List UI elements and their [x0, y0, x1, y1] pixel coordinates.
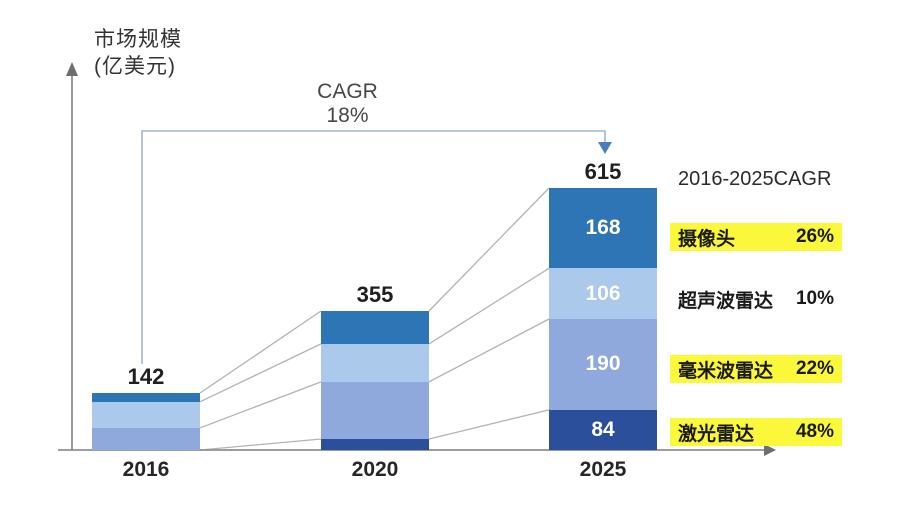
- bar-segment-2020-超声波雷达: [321, 343, 429, 382]
- legend-row-毫米波雷达: 毫米波雷达 22%: [670, 355, 842, 383]
- legend-header: 2016-2025CAGR: [678, 168, 832, 190]
- legend-row-cagr-value: 22%: [795, 358, 834, 379]
- segment-value-label: 106: [585, 281, 621, 305]
- x-axis-category-label-2025: 2025: [579, 458, 627, 481]
- segment-value-label: 84: [591, 417, 615, 441]
- y-axis-title-line1: 市场规模: [94, 28, 182, 51]
- cagr-annotation: CAGR 18%: [295, 80, 400, 128]
- bar-total-label-2020: 355: [356, 282, 394, 307]
- bar-segment-2025-摄像头: 168: [549, 188, 657, 269]
- cagr-bracket-line: [141, 130, 606, 364]
- stacked-bar-2020: [321, 311, 429, 450]
- y-axis-title-line2: (亿美元): [94, 55, 176, 78]
- connector-line: [199, 343, 322, 403]
- stacked-bar-2025: 168 106 190 84: [549, 188, 657, 450]
- legend-row-label: 激光雷达: [678, 423, 755, 445]
- connector-line: [428, 187, 550, 312]
- connector-line: [428, 409, 550, 440]
- bar-segment-2020-激光雷达: [321, 439, 429, 450]
- bar-segment-2016-毫米波雷达: [92, 427, 200, 450]
- y-axis-title: 市场规模 (亿美元): [94, 26, 182, 80]
- connector-line: [428, 318, 550, 383]
- cagr-arrowhead-icon: [598, 142, 612, 154]
- legend-row-label: 摄像头: [678, 228, 736, 250]
- bar-segment-2016-超声波雷达: [92, 401, 200, 428]
- connector-line: [199, 438, 322, 451]
- legend-row-cagr-value: 10%: [795, 288, 834, 309]
- bar-segment-2016-摄像头: [92, 393, 200, 402]
- segment-value-label: 190: [585, 352, 621, 376]
- legend-row-摄像头: 摄像头 26%: [670, 223, 842, 251]
- x-axis-category-label-2016: 2016: [122, 458, 170, 481]
- legend-row-cagr-value: 48%: [795, 421, 834, 442]
- connector-line: [199, 310, 322, 394]
- segment-connector-lines: [199, 187, 550, 451]
- bar-segment-2025-毫米波雷达: 190: [549, 319, 657, 410]
- x-axis-arrow-icon: [764, 444, 776, 456]
- legend-row-label: 超声波雷达: [678, 290, 774, 312]
- bar-segment-2020-摄像头: [321, 311, 429, 344]
- cagr-value: 18%: [326, 104, 369, 127]
- segment-value-label: 168: [585, 216, 621, 240]
- bar-total-label-2025: 615: [584, 159, 622, 184]
- x-axis-category-label-2020: 2020: [351, 458, 399, 481]
- bar-total-label-2016: 142: [127, 364, 165, 389]
- legend-row-超声波雷达: 超声波雷达 10%: [670, 285, 842, 313]
- bar-segment-2025-超声波雷达: 106: [549, 268, 657, 319]
- legend-row-cagr-value: 26%: [795, 226, 834, 247]
- connector-line: [428, 267, 550, 345]
- bar-segment-2025-激光雷达: 84: [549, 409, 657, 450]
- stacked-bar-2016: [92, 393, 200, 450]
- legend-row-label: 毫米波雷达: [678, 360, 774, 382]
- cagr-label: CAGR: [317, 80, 378, 103]
- legend-row-激光雷达: 激光雷达 48%: [670, 418, 842, 446]
- y-axis-arrow-icon: [66, 62, 78, 76]
- bar-segment-2020-毫米波雷达: [321, 381, 429, 440]
- connector-line: [199, 381, 322, 429]
